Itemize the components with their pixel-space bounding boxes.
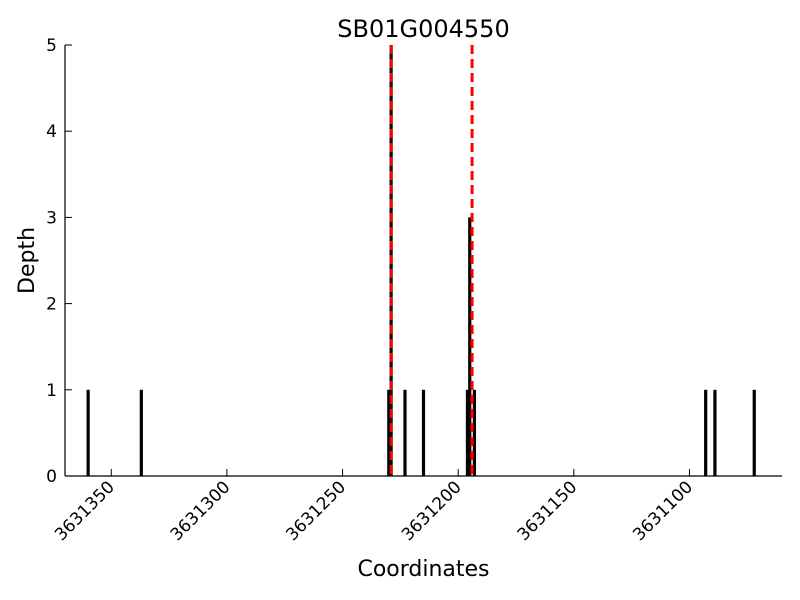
y-tick-label-1: 1 [46,381,57,401]
x-tick-label-1: 3631300 [167,477,235,545]
bar-7 [468,217,472,476]
bar-5 [421,389,426,476]
y-tick-label-3: 3 [46,208,57,228]
x-axis-label: Coordinates [357,557,489,582]
x-tick-label-2: 3631250 [282,477,350,545]
bar-6 [465,389,470,476]
x-tick-label-5: 3631100 [629,477,697,545]
bar-4 [403,389,407,476]
y-tick-label-0: 0 [46,467,57,487]
y-tick-label-4: 4 [46,122,57,142]
bar-2 [387,389,391,476]
y-tick-label-2: 2 [46,295,57,315]
chart-title: SB01G004550 [337,15,509,43]
bar-1 [139,389,143,476]
y-tick-label-5: 5 [46,36,57,56]
bar-0 [86,389,90,476]
bar-9 [704,389,708,476]
x-tick-label-3: 3631200 [398,477,466,545]
axes-layer: 0 1 2 3 4 5 3631350 3631300 3631250 3631200 363115… [46,36,782,545]
x-tick-label-0: 3631350 [51,477,119,545]
y-axis-label: Depth [15,227,40,294]
bar-8 [472,389,476,476]
x-tick-label-4: 3631150 [514,477,582,545]
bars-layer [86,45,756,476]
bar-10 [713,389,717,476]
marker-lines-layer [389,45,474,476]
bar-11 [752,389,756,476]
